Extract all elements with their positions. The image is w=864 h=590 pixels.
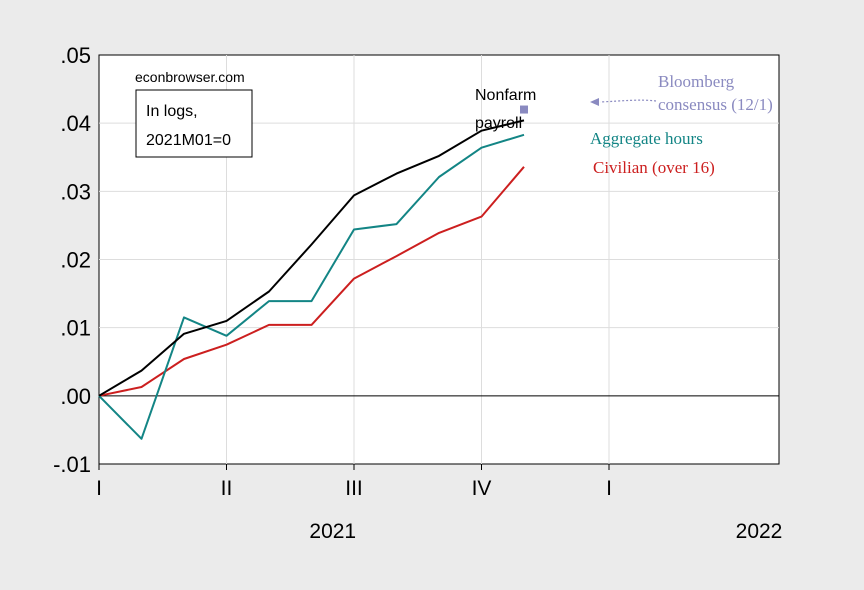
x-tick-label: I bbox=[606, 477, 612, 500]
y-tick-label: -.01 bbox=[53, 452, 91, 477]
consensus-label-line-1: Bloomberg bbox=[658, 72, 735, 91]
year-label: 2022 bbox=[736, 520, 783, 543]
units-box bbox=[135, 89, 253, 158]
x-tick-label: II bbox=[221, 477, 233, 500]
consensus-arrow bbox=[599, 99, 657, 103]
y-tick-label: .04 bbox=[60, 111, 91, 136]
series-line-aggregate-hours bbox=[98, 133, 525, 440]
year-label: 2021 bbox=[309, 520, 356, 543]
y-tick-label: .03 bbox=[60, 179, 91, 204]
y-axis: .05 .04 .03 .02 .01 .00 -.01 bbox=[53, 43, 91, 477]
consensus-label-line-2: consensus (12/1) bbox=[658, 95, 773, 114]
series-label-nonfarm-line-1: Nonfarm bbox=[475, 87, 536, 104]
series-line-civilian-over-16 bbox=[98, 166, 525, 397]
consensus-point bbox=[520, 105, 528, 114]
consensus-arrowhead bbox=[590, 98, 599, 106]
units-box-line-2: 2021M01=0 bbox=[146, 132, 231, 149]
y-tick-label: .00 bbox=[60, 384, 91, 409]
y-tick-label: .01 bbox=[60, 316, 91, 341]
series-label-aggregate-hours: Aggregate hours bbox=[590, 129, 703, 148]
series-label-nonfarm-line-2: payroll bbox=[475, 115, 522, 132]
y-tick-label: .02 bbox=[60, 248, 91, 273]
x-axis: I II III IV I bbox=[96, 464, 612, 500]
x-tick-label: III bbox=[345, 477, 363, 500]
x-tick-label: IV bbox=[472, 477, 492, 500]
series-label-civilian: Civilian (over 16) bbox=[593, 158, 715, 177]
source-note: econbrowser.com bbox=[135, 69, 245, 85]
y-tick-label: .05 bbox=[60, 43, 91, 68]
series-lines bbox=[98, 119, 525, 440]
x-tick-label: I bbox=[96, 477, 102, 500]
series-line-nonfarm-payroll bbox=[98, 119, 525, 397]
units-box-line-1: In logs, bbox=[146, 103, 198, 120]
year-labels: 2021 2022 bbox=[309, 520, 782, 543]
